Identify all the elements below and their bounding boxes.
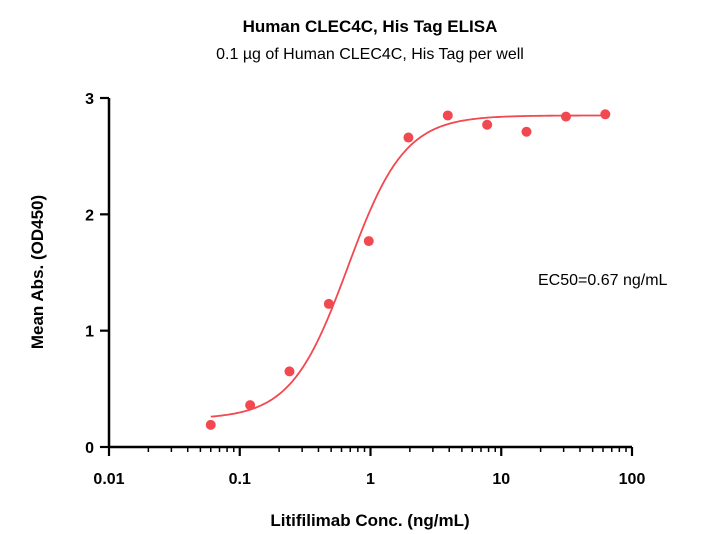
- y-tick-label: 3: [85, 91, 94, 108]
- x-tick-label: 100: [619, 471, 646, 488]
- x-tick-label: 0.01: [93, 471, 124, 488]
- data-point: [482, 119, 493, 130]
- x-axis-title: Litifilimab Conc. (ng/mL): [270, 511, 469, 530]
- chart-title: Human CLEC4C, His Tag ELISA: [243, 17, 498, 36]
- chart-subtitle: 0.1 µg of Human CLEC4C, His Tag per well: [216, 46, 524, 63]
- data-point: [521, 126, 532, 137]
- x-tick-label: 10: [492, 471, 510, 488]
- data-point: [560, 111, 571, 122]
- data-point: [442, 110, 453, 121]
- y-tick-label: 2: [85, 207, 94, 224]
- x-tick-label: 0.1: [229, 471, 251, 488]
- data-point: [363, 236, 374, 247]
- ec50-annotation: EC50=0.67 ng/mL: [538, 272, 668, 289]
- data-point: [245, 400, 256, 411]
- data-point: [284, 366, 295, 377]
- data-point: [323, 298, 334, 309]
- y-tick-label: 0: [85, 440, 94, 457]
- data-point: [600, 109, 611, 120]
- x-axis: 0.01 0.1 1 10 100: [93, 445, 646, 488]
- x-tick-label: 1: [366, 471, 375, 488]
- data-point: [403, 132, 414, 143]
- data-points: [205, 109, 611, 430]
- y-axis-title: Mean Abs. (OD450): [28, 195, 47, 349]
- data-point: [205, 419, 216, 430]
- y-axis: 0 1 2 3: [85, 91, 111, 457]
- y-tick-label: 1: [85, 324, 94, 341]
- fit-curve: [210, 114, 606, 418]
